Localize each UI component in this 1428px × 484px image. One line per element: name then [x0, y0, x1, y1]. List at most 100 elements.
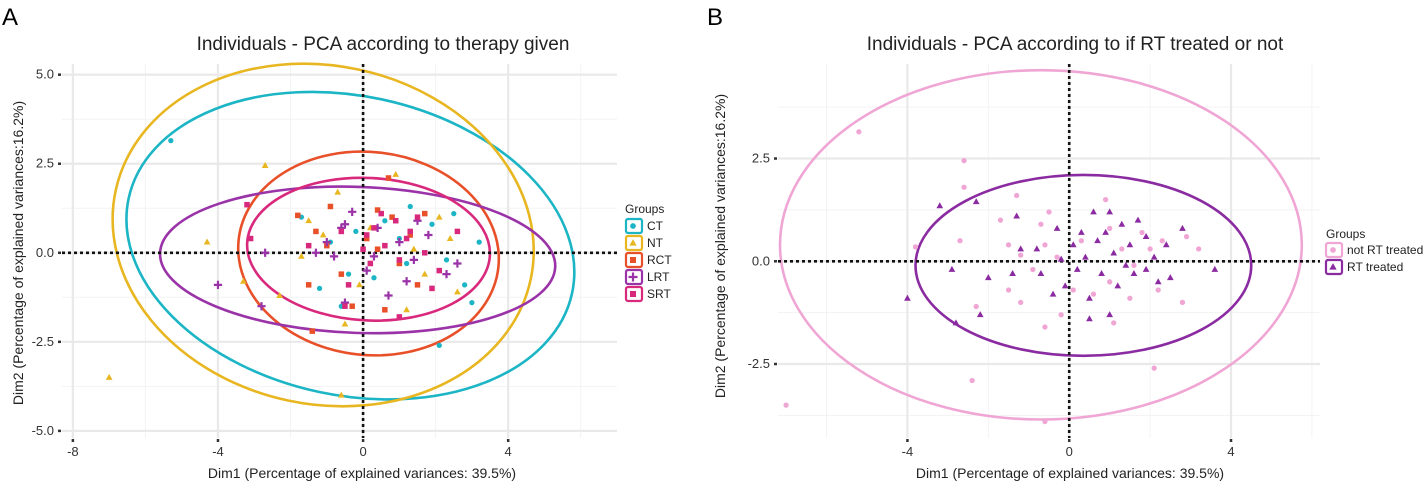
panel-a-point-srt-10 — [396, 257, 403, 263]
panel-b-point-not-rt-treated-18 — [1058, 312, 1064, 318]
panel-a-point-rct-9 — [396, 260, 403, 267]
panel-b-point-not-rt-treated-12 — [1018, 299, 1024, 306]
panel-a-y-tick-label-2: 0.0 — [36, 245, 54, 260]
panel-b-point-not-rt-treated-31 — [1151, 365, 1157, 371]
panel-b-x-tick-label-2: 4 — [1227, 444, 1234, 459]
panel-a-point-srt-6 — [367, 260, 374, 267]
panel-a-point-rct-2 — [305, 282, 312, 288]
panel-a-legend-label-lrt: LRT — [647, 270, 670, 284]
panel-a-point-ct-16 — [436, 342, 442, 349]
panel-b-point-not-rt-treated-35 — [1183, 233, 1190, 240]
panel-a-point-lrt-3 — [311, 248, 321, 257]
panel-b-point-not-rt-treated-20 — [1046, 209, 1052, 215]
panel-b-legend-title: Groups — [1326, 227, 1365, 241]
panel-a-point-rct-5 — [338, 271, 345, 277]
panel-a-point-nt-9 — [356, 281, 363, 288]
panel-a-ellipse-srt — [245, 176, 492, 322]
panel-b-x-axis-title: Dim1 (Percentage of explained variances:… — [916, 465, 1224, 481]
panel-b-point-not-rt-treated-15 — [1042, 324, 1048, 330]
panel-a-point-lrt-18 — [369, 252, 379, 261]
panel-b-point-rt-treated-8 — [1017, 245, 1025, 252]
panel-a-point-rct-15 — [327, 203, 334, 210]
panel-b-point-not-rt-treated-24 — [1107, 279, 1113, 285]
panel-a-point-nt-17 — [403, 306, 410, 313]
panel-a: A Individuals - PCA according to therapy… — [2, 4, 672, 481]
panel-b-point-rt-treated-22 — [1110, 249, 1118, 256]
panel-b-point-rt-treated-34 — [1106, 311, 1114, 318]
panel-a-point-nt-13 — [421, 270, 429, 277]
panel-b-title: Individuals - PCA according to if RT tre… — [867, 34, 1284, 55]
panel-b-legend-marker-rt-treated — [1329, 263, 1337, 270]
panel-a-point-rct-11 — [414, 282, 421, 288]
panel-a-legend-label-nt: NT — [647, 236, 664, 250]
panel-b-point-rt-treated-25 — [1126, 241, 1134, 248]
panel-b-point-not-rt-treated-17 — [1054, 254, 1060, 260]
panel-a-point-lrt-8 — [362, 266, 371, 275]
panel-a-point-ct-17 — [469, 300, 475, 306]
panel-b-legend-items: not RT treated RT treated — [1324, 241, 1423, 276]
panel-a-point-srt-3 — [338, 228, 345, 235]
panel-b-reference-lines — [778, 64, 1320, 438]
panel-b-point-not-rt-treated-26 — [1119, 246, 1125, 252]
panel-b-point-not-rt-treated-36 — [1030, 266, 1036, 273]
panel-a-x-tick-label-3: 4 — [505, 444, 512, 459]
panel-a-point-srt-4 — [345, 282, 352, 288]
panel-a-letter: A — [2, 4, 18, 31]
panel-a-point-rct-17 — [421, 210, 428, 217]
panel-b-point-rt-treated-24 — [1118, 220, 1126, 227]
panel-b-point-not-rt-treated-2 — [961, 157, 967, 164]
panel-a-point-rct-7 — [374, 246, 381, 252]
panel-a-point-nt-11 — [392, 170, 400, 177]
panel-a-x-tick-label-2: 0 — [359, 444, 366, 459]
panel-a-point-nt-15 — [446, 234, 454, 241]
panel-a-point-srt-7 — [371, 225, 377, 231]
panel-a-y-tick-label-4: -5.0 — [32, 423, 54, 438]
panel-a-point-nt-14 — [435, 213, 443, 220]
panel-b-point-rt-treated-26 — [1130, 270, 1138, 277]
panel-a-y-tick-label-3: -2.5 — [32, 334, 54, 349]
panel-b-point-rt-treated-14 — [1073, 265, 1081, 272]
panel-b-point-not-rt-treated-34 — [1196, 246, 1202, 252]
panel-b-point-not-rt-treated-22 — [1102, 196, 1109, 203]
panel-b-point-rt-treated-4 — [984, 274, 992, 281]
panel-a-point-srt-20 — [360, 246, 366, 252]
panel-b-ellipse-rt-treated — [914, 173, 1253, 358]
panel-b-point-not-rt-treated-37 — [1090, 291, 1097, 297]
panel-a-point-lrt-5 — [329, 252, 339, 261]
panel-b-point-rt-treated-2 — [952, 319, 960, 326]
panel-a-x-tick-label-0: -8 — [67, 444, 79, 459]
panel-a-points — [105, 137, 482, 398]
panel-a-point-rct-6 — [374, 207, 381, 213]
panel-a-point-ct-12 — [443, 257, 450, 263]
panel-b-points — [783, 129, 1219, 425]
panel-a-point-nt-2 — [240, 277, 247, 284]
panel-a-point-srt-16 — [396, 314, 403, 320]
panel-b-point-rt-treated-20 — [1098, 270, 1105, 277]
panel-a-point-ct-10 — [403, 260, 410, 267]
panel-a-point-srt-15 — [454, 228, 461, 235]
panel-b-point-rt-treated-37 — [1049, 290, 1057, 297]
panel-a-title: Individuals - PCA according to therapy g… — [197, 34, 570, 55]
panel-b-point-not-rt-treated-27 — [1127, 295, 1133, 301]
panel-a-legend-marker-ct — [630, 223, 636, 229]
panel-a-point-srt-1 — [247, 235, 254, 242]
panel-a-point-rct-3 — [309, 328, 316, 334]
panel-b-y-tick-label-0: 2.5 — [752, 151, 770, 166]
panel-b-x-tick-label-1: 0 — [1066, 444, 1073, 459]
panel-b-point-rt-treated-16 — [1082, 253, 1089, 260]
panel-a-y-tick-label-0: 5.0 — [36, 67, 54, 82]
panel-a-point-nt-12 — [410, 245, 418, 252]
panel-b-point-not-rt-treated-14 — [1042, 242, 1048, 248]
panel-b-point-rt-treated-39 — [1102, 228, 1109, 235]
panel-a-point-lrt-10 — [384, 291, 393, 300]
panel-a-tick-labels: -8 -4 0 4 5.0 2.5 0.0 -2.5 -5.0 — [32, 67, 512, 459]
panel-a-point-lrt-19 — [402, 277, 411, 286]
panel-b-legend-marker-not-rt-treated — [1330, 247, 1336, 253]
panel-a-ellipse-ct — [125, 90, 576, 401]
panel-b-point-not-rt-treated-23 — [1107, 225, 1113, 232]
panel-a-legend-label-rct: RCT — [647, 253, 672, 267]
panel-b-point-not-rt-treated-9 — [1005, 287, 1012, 293]
panel-a-point-ct-18 — [407, 203, 413, 210]
panel-a-point-srt-14 — [436, 267, 443, 274]
panel-a-point-srt-21 — [407, 228, 413, 235]
